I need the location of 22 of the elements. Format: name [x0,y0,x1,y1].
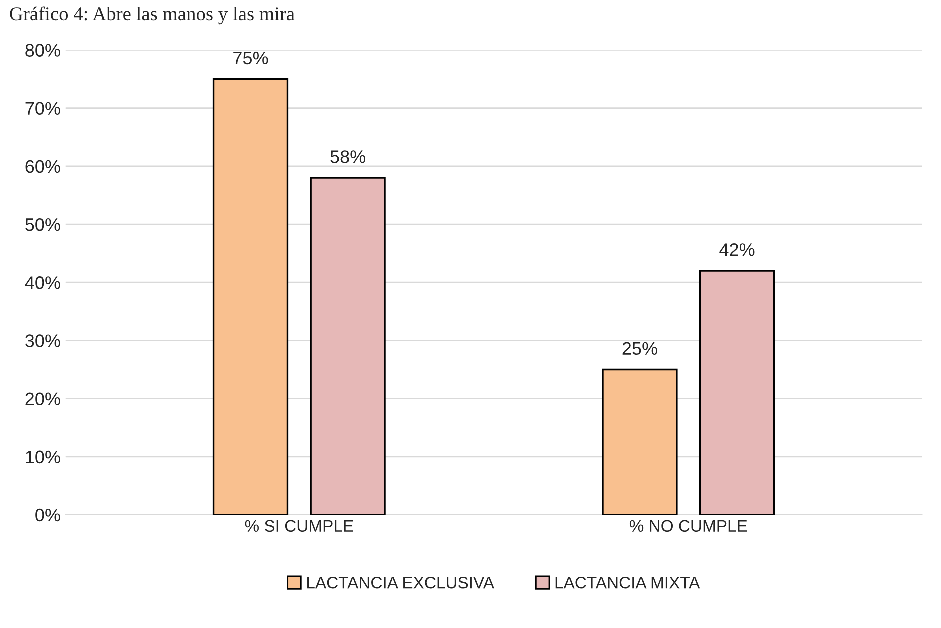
y-tick-label: 0% [36,508,60,522]
legend-label: LACTANCIA MIXTA [556,576,700,589]
chart-title: Gráfico 4: Abre las manos y las mira [10,6,295,25]
y-tick-label: 80% [26,44,60,57]
y-tick-label: 40% [25,276,60,290]
bar [602,368,678,515]
data-label: 75% [234,52,268,65]
y-tick-label: 10% [26,450,60,464]
y-tick-label: 60% [26,160,60,174]
data-label: 42% [720,244,755,256]
y-tick-label: 70% [26,102,60,116]
bar [699,270,776,515]
y-tick-label: 50% [26,218,60,232]
y-tick-label: 20% [26,392,60,406]
bar [212,78,289,515]
data-label: 58% [330,150,366,164]
legend-label: LACTANCIA EXCLUSIVA [308,576,494,589]
data-label: 25% [622,342,658,356]
bar [310,177,386,515]
x-tick-label: % NO CUMPLE [630,520,748,532]
x-tick-label: % SI CUMPLE [245,520,354,532]
y-tick-label: 30% [26,334,60,348]
